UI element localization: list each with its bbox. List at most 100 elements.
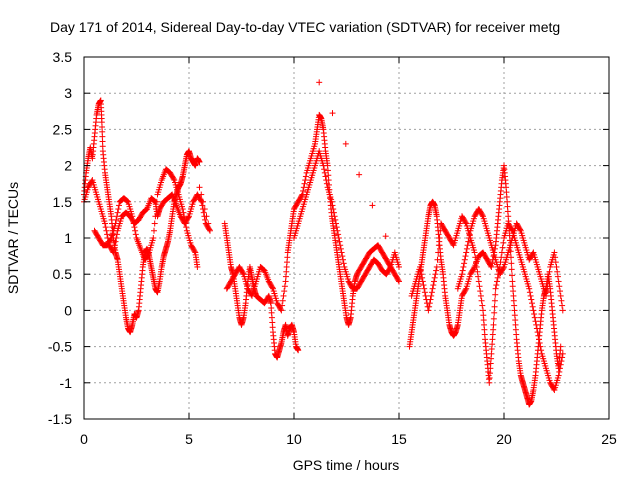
data-point [321,169,328,176]
data-point [499,244,506,251]
data-points [81,79,566,408]
data-point [339,253,346,260]
data-point [114,209,121,216]
data-point [425,307,432,314]
data-point [422,292,429,299]
data-point [465,238,472,245]
data-point [248,291,255,298]
data-point [316,79,323,86]
data-point [530,307,537,314]
data-point [426,300,433,307]
data-point [476,283,483,290]
data-point [462,286,469,293]
data-point [536,336,542,343]
y-tick-label: 3 [64,85,72,101]
data-point [302,177,309,184]
data-point [183,224,190,231]
y-tick-label: 1.5 [53,194,73,210]
data-point [180,209,187,216]
data-point [142,207,149,214]
data-point [558,297,565,304]
data-point [492,291,499,298]
data-point [323,177,330,184]
data-point [559,302,566,309]
data-point [491,297,498,304]
y-tick-label: -1 [60,375,73,391]
data-point [477,292,484,299]
data-point [435,249,442,256]
data-point [430,282,437,289]
data-point [191,248,198,255]
data-point [278,307,285,314]
data-point [110,249,117,256]
data-point [382,233,389,240]
data-point [207,227,213,234]
data-point [115,206,122,213]
y-tick-label: 0 [64,302,72,318]
data-point [550,385,557,392]
data-point [526,285,533,292]
data-point [123,197,130,204]
data-point [498,249,505,256]
data-point [329,202,336,209]
data-point [419,278,426,285]
data-point [111,242,118,249]
data-point [335,231,342,238]
data-point [280,292,287,299]
data-point [203,213,210,220]
data-point [130,216,136,223]
data-point [356,171,363,178]
data-point [500,265,507,272]
data-point [260,266,267,273]
data-point [185,214,192,221]
data-point [132,227,139,234]
data-point [552,259,559,266]
y-axis-label: SDTVAR / TECUs [5,182,21,294]
data-point [281,288,288,295]
data-point [335,235,342,241]
data-point [338,249,345,256]
data-point [396,278,402,285]
data-point [475,273,482,280]
data-point [498,254,505,261]
data-point [543,288,550,295]
data-point [555,278,562,285]
data-point [170,175,177,182]
data-point [555,372,562,379]
data-point [332,216,339,223]
data-point [428,289,435,296]
data-point [531,311,538,318]
data-point [543,292,549,299]
data-point [279,297,286,304]
data-point [420,282,427,289]
data-point [181,216,188,223]
data-point [479,212,486,219]
data-point [111,245,118,252]
data-point [491,309,498,316]
data-point [433,267,440,274]
data-point [113,216,120,223]
data-point [395,277,402,284]
data-point [281,283,288,290]
x-tick-label: 25 [601,431,617,447]
data-point [461,256,468,263]
data-point [478,297,485,304]
data-point [508,226,515,233]
data-point [528,296,535,303]
data-point [331,213,338,220]
data-point [556,283,563,290]
axis-ticks: 0 5 10 15 20 25 -1.5 -1 -0.5 0 0.5 1 1.5 2 2.5 3 3.5 [48,49,617,447]
data-point [434,256,441,263]
data-point [464,242,471,249]
data-point [206,226,213,233]
data-point [150,235,157,241]
data-point [466,235,472,241]
data-point [130,220,137,227]
data-point [494,274,501,281]
data-point [554,268,561,275]
data-point [124,198,131,205]
data-point [320,162,327,169]
x-tick-label: 10 [286,431,302,447]
data-point [386,265,393,272]
data-point [340,260,347,267]
